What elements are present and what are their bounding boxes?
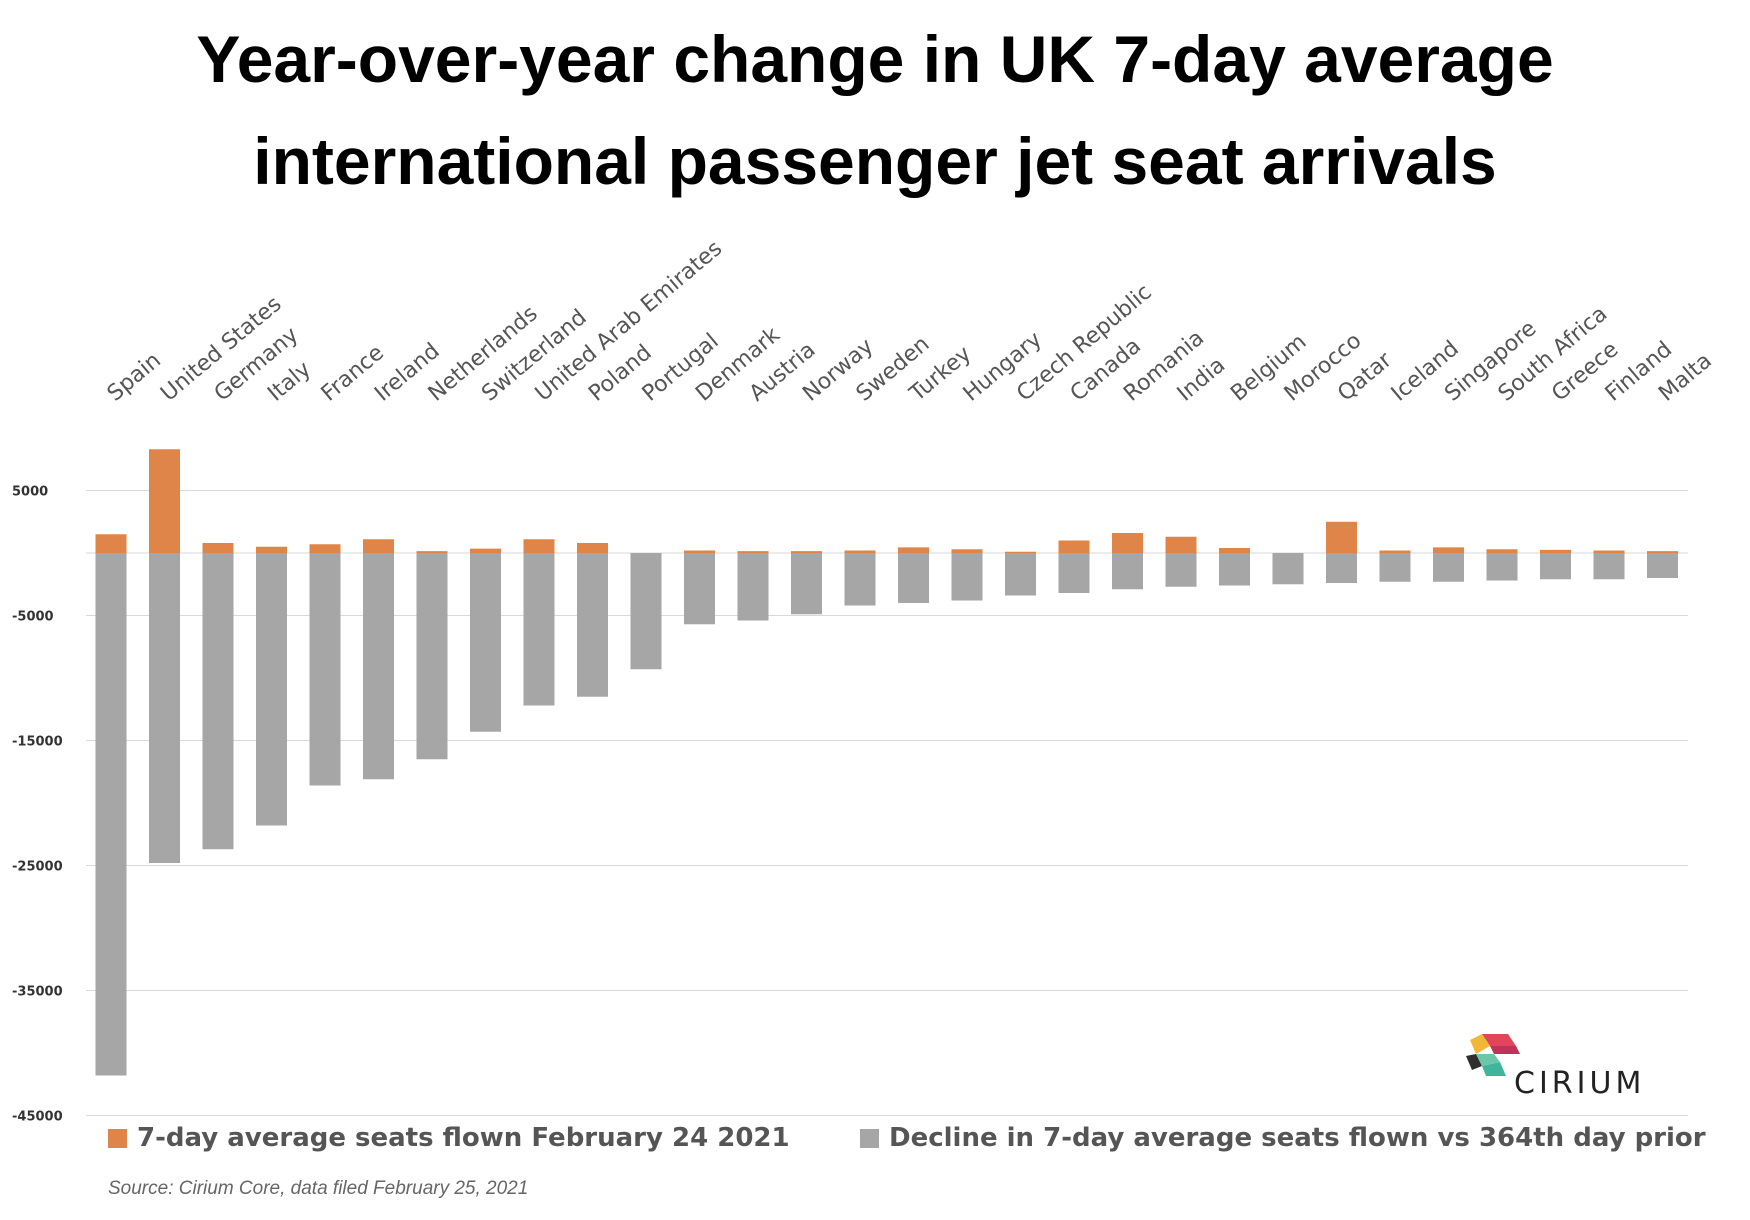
chart-title: Year-over-year change in UK 7-day averag… bbox=[0, 8, 1750, 212]
source-note: Source: Cirium Core, data filed February… bbox=[108, 1178, 529, 1199]
bar-seats-flown-sweden bbox=[844, 550, 876, 553]
bar-decline-ireland bbox=[363, 553, 394, 780]
chart-title-line-1: Year-over-year change in UK 7-day averag… bbox=[196, 22, 1554, 96]
y-tick-label: -5000 bbox=[12, 610, 54, 625]
legend: 7-day average seats flown February 24 20… bbox=[108, 1123, 1708, 1163]
bar-decline-finland bbox=[1593, 553, 1625, 580]
bar-seats-flown-united-arab-emirates bbox=[523, 539, 555, 553]
bar-seats-flown-romania bbox=[1112, 533, 1143, 553]
bar-seats-flown-greece bbox=[1540, 549, 1571, 553]
bar-decline-india bbox=[1165, 553, 1197, 587]
bar-decline-singapore bbox=[1433, 553, 1464, 582]
bars bbox=[95, 449, 1678, 1076]
bar-decline-turkey bbox=[898, 553, 929, 603]
bar-seats-flown-spain bbox=[95, 534, 127, 553]
bar-seats-flown-italy bbox=[256, 546, 287, 553]
bar-decline-germany bbox=[202, 553, 234, 850]
legend-label-decline: Decline in 7-day average seats flown vs … bbox=[889, 1123, 1706, 1153]
bar-seats-flown-iceland bbox=[1379, 550, 1411, 553]
bar-decline-france bbox=[309, 553, 341, 786]
bar-decline-portugal bbox=[630, 553, 662, 670]
bar-seats-flown-belgium bbox=[1219, 548, 1250, 553]
bar-decline-hungary bbox=[951, 553, 983, 601]
bar-decline-malta bbox=[1647, 553, 1678, 578]
bar-seats-flown-germany bbox=[202, 543, 234, 553]
bar-decline-spain bbox=[95, 553, 127, 1076]
legend-swatch-grey bbox=[860, 1128, 879, 1148]
bar-seats-flown-hungary bbox=[951, 549, 983, 553]
bar-seats-flown-turkey bbox=[898, 547, 929, 553]
bar-decline-netherlands bbox=[416, 553, 448, 760]
bar-decline-czech-republic bbox=[1005, 553, 1036, 596]
x-category-label: Spain bbox=[103, 348, 166, 407]
bar-decline-qatar bbox=[1326, 553, 1357, 583]
bar-decline-italy bbox=[256, 553, 287, 826]
bar-seats-flown-india bbox=[1165, 536, 1197, 553]
bar-decline-sweden bbox=[844, 553, 876, 606]
bar-seats-flown-south-africa bbox=[1486, 549, 1518, 553]
bar-seats-flown-malta bbox=[1647, 551, 1678, 553]
legend-label-seats-flown: 7-day average seats flown February 24 20… bbox=[137, 1123, 790, 1153]
bar-decline-united-states bbox=[149, 553, 180, 863]
bar-seats-flown-finland bbox=[1593, 550, 1625, 553]
bar-seats-flown-qatar bbox=[1326, 521, 1357, 553]
bar-seats-flown-norway bbox=[791, 551, 822, 553]
y-tick-label: -35000 bbox=[12, 985, 63, 1000]
gridlines bbox=[86, 490, 1688, 1116]
bar-decline-south-africa bbox=[1486, 553, 1518, 581]
bar-seats-flown-switzerland bbox=[470, 548, 501, 553]
bar-decline-austria bbox=[737, 553, 769, 621]
bar-seats-flown-netherlands bbox=[416, 551, 448, 553]
y-tick-label: -25000 bbox=[12, 860, 63, 875]
bar-seats-flown-poland bbox=[577, 543, 608, 553]
bar-decline-canada bbox=[1058, 553, 1090, 593]
y-tick-label: -15000 bbox=[12, 735, 63, 750]
bar-seats-flown-ireland bbox=[363, 539, 394, 553]
legend-item-seats-flown: 7-day average seats flown February 24 20… bbox=[108, 1123, 790, 1153]
bar-decline-morocco bbox=[1272, 553, 1304, 585]
bar-decline-greece bbox=[1540, 553, 1571, 580]
bar-seats-flown-france bbox=[309, 544, 341, 553]
bar-decline-switzerland bbox=[470, 553, 501, 732]
bar-decline-norway bbox=[791, 553, 822, 615]
cirium-logo: CIRIUM bbox=[1460, 1030, 1700, 1110]
y-tick-label: -45000 bbox=[12, 1110, 63, 1125]
cirium-logo-icon bbox=[1466, 1034, 1520, 1076]
bar-decline-poland bbox=[577, 553, 608, 697]
bar-decline-romania bbox=[1112, 553, 1143, 590]
bar-seats-flown-czech-republic bbox=[1005, 551, 1036, 553]
bar-decline-united-arab-emirates bbox=[523, 553, 555, 706]
bar-decline-denmark bbox=[684, 553, 715, 625]
bar-seats-flown-singapore bbox=[1433, 547, 1464, 553]
legend-item-decline: Decline in 7-day average seats flown vs … bbox=[860, 1123, 1706, 1153]
bar-seats-flown-canada bbox=[1058, 540, 1090, 553]
chart-title-line-2: international passenger jet seat arrival… bbox=[253, 124, 1497, 198]
bar-seats-flown-denmark bbox=[684, 550, 715, 553]
bar-seats-flown-united-states bbox=[149, 449, 180, 553]
y-tick-label: 5000 bbox=[12, 485, 48, 500]
cirium-logo-text: CIRIUM bbox=[1514, 1066, 1646, 1101]
y-axis-ticks: 5000 -5000 -15000 -25000 -35000 -45000 bbox=[12, 485, 63, 1125]
bar-decline-belgium bbox=[1219, 553, 1250, 586]
legend-swatch-orange bbox=[108, 1128, 127, 1148]
bar-decline-iceland bbox=[1379, 553, 1411, 582]
bar-seats-flown-austria bbox=[737, 551, 769, 553]
